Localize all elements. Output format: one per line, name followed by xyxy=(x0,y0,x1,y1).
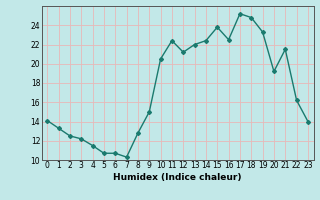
X-axis label: Humidex (Indice chaleur): Humidex (Indice chaleur) xyxy=(113,173,242,182)
